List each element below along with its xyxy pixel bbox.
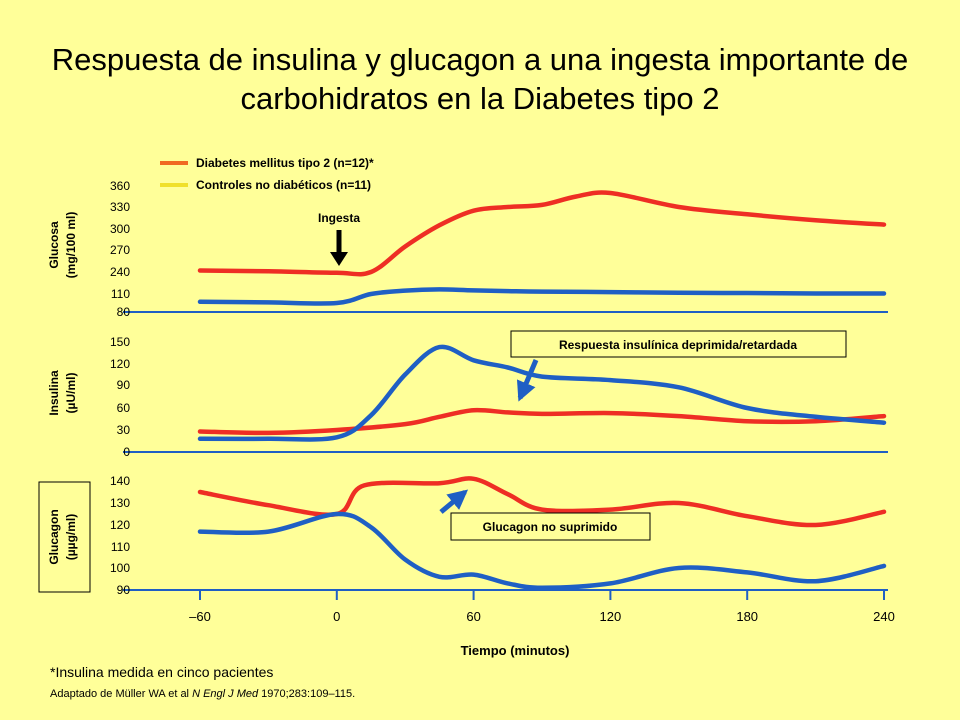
xtick-label-4: 180: [736, 609, 758, 624]
ytick-glucagon-4: 100: [110, 561, 130, 575]
axes: [123, 311, 888, 600]
ylabel-glucose-line2: (mg/100 ml): [64, 212, 78, 279]
ytick-insulin-4: 30: [117, 423, 131, 437]
ylabel-glucagon-line2: (µµg/ml): [64, 514, 78, 561]
ytick-insulin-5: 0: [123, 445, 130, 459]
xtick-label-3: 120: [600, 609, 622, 624]
ytick-glucagon-0: 140: [110, 474, 130, 488]
legend-label-diabetes: Diabetes mellitus tipo 2 (n=12)*: [196, 156, 374, 170]
ingesta-arrow-head: [330, 252, 348, 266]
ytick-glucose-2: 300: [110, 222, 130, 236]
ytick-glucagon-5: 90: [117, 583, 131, 597]
insulin-response-label: Respuesta insulínica deprimida/retardada: [559, 338, 797, 352]
insulin-response-annotation: Respuesta insulínica deprimida/retardada: [510, 330, 847, 402]
footnote: *Insulina medida en cinco pacientes: [50, 664, 274, 680]
series-line-insulin-diabetes: [197, 407, 887, 436]
citation-journal: N Engl J Med: [192, 688, 259, 700]
glucagon-label: Glucagon no suprimido: [483, 520, 618, 534]
ytick-glucagon-2: 120: [110, 518, 130, 532]
series-lines: [197, 190, 887, 591]
xtick-label-0: –60: [189, 609, 211, 624]
insulin-response-box: [510, 330, 847, 358]
chart-title-line2: carbohidratos en la Diabetes tipo 2: [240, 81, 720, 116]
xlabel: Tiempo (minutos): [461, 643, 570, 658]
ingesta-label: Ingesta: [318, 211, 360, 225]
ytick-glucose-6: 80: [117, 305, 131, 319]
tick-labels: 3603303002702401108015012090603001401301…: [110, 179, 895, 624]
ylabel-insulin-line1: Insulina: [47, 370, 61, 416]
xtick-label-5: 240: [873, 609, 895, 624]
ytick-insulin-1: 120: [110, 357, 130, 371]
ytick-glucose-5: 110: [111, 287, 130, 301]
ytick-insulin-2: 90: [117, 378, 131, 392]
chart-title-line1: Respuesta de insulina y glucagon a una i…: [51, 42, 909, 77]
series-line-glucose-control: [197, 287, 887, 306]
glucagon-arrow: [439, 489, 469, 514]
glucagon-box: [450, 512, 651, 541]
ylabel-insulin-line2: (µU/ml): [64, 373, 78, 414]
legend: Diabetes mellitus tipo 2 (n=12)* Control…: [160, 156, 374, 192]
citation-suffix: 1970;283:109–115.: [258, 688, 356, 700]
ytick-insulin-3: 60: [117, 401, 131, 415]
xtick-label-1: 0: [333, 609, 340, 624]
legend-label-control: Controles no diabéticos (n=11): [196, 178, 371, 192]
ylabel-glucose-line1: Glucosa: [47, 221, 61, 269]
citation: Adaptado de Müller WA et al N Engl J Med…: [50, 688, 355, 700]
ylabel-glucagon-box: [38, 481, 91, 593]
ytick-glucagon-1: 130: [110, 496, 130, 510]
insulin-response-arrow: [516, 359, 539, 402]
ytick-glucose-0: 360: [110, 179, 130, 193]
ytick-insulin-0: 150: [110, 335, 130, 349]
series-line-glucose-diabetes: [197, 190, 887, 277]
legend-swatch-control: [160, 183, 188, 187]
ingesta-annotation: Ingesta: [318, 211, 360, 266]
legend-swatch-diabetes: [160, 161, 188, 165]
ytick-glucose-4: 240: [110, 265, 130, 279]
xtick-label-2: 60: [466, 609, 480, 624]
series-line-glucagon-control: [197, 511, 887, 591]
ylabel-glucagon-line1: Glucagon: [47, 509, 61, 564]
citation-prefix: Adaptado de Müller WA et al: [50, 688, 193, 700]
ytick-glucose-3: 270: [110, 243, 130, 257]
series-line-insulin-control: [197, 344, 887, 442]
glucagon-annotation: Glucagon no suprimido: [439, 489, 651, 541]
chart-title: Respuesta de insulina y glucagon a una i…: [0, 40, 960, 118]
ytick-glucose-1: 330: [110, 200, 130, 214]
ytick-glucagon-3: 110: [111, 540, 130, 554]
